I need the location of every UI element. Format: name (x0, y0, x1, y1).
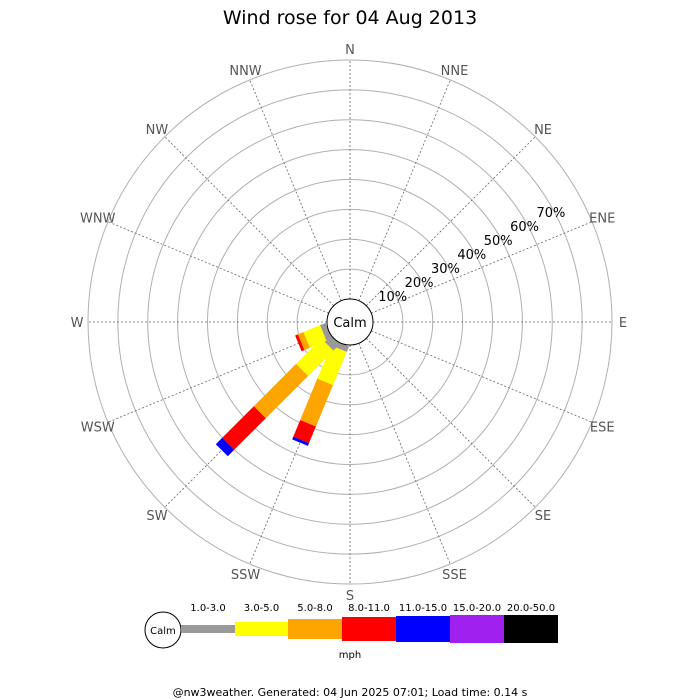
radial-tick-label: 40% (457, 248, 486, 263)
legend-swatch-11.0-15.0 (396, 616, 450, 642)
bar-segment-wsw-8.0-11.0 (295, 334, 305, 352)
direction-label-s: S (346, 589, 354, 604)
direction-label-nnw: NNW (229, 64, 261, 79)
calm-circle-shape (326, 298, 374, 346)
legend-label-8.0-11.0: 8.0-11.0 (348, 603, 390, 614)
bar-segment-sw-5.0-8.0 (253, 363, 309, 419)
legend-label-15.0-20.0: 15.0-20.0 (453, 603, 501, 614)
legend-label-3.0-5.0: 3.0-5.0 (244, 603, 279, 614)
radial-tick-label: 60% (510, 220, 539, 235)
legend-swatch-15.0-20.0 (450, 615, 504, 643)
direction-label-wsw: WSW (81, 420, 115, 435)
bar-segment-ssw-3.0-5.0 (317, 345, 347, 386)
radial-tick-label: 50% (484, 234, 513, 249)
radial-tick-labels: 10%20%30%40%50%60%70% (378, 206, 565, 305)
direction-label-nne: NNE (441, 64, 469, 79)
radial-tick-label: 10% (378, 290, 407, 305)
footer-credit: @nw3weather. Generated: 04 Jun 2025 07:0… (173, 686, 528, 699)
wind-bars (215, 322, 350, 457)
legend-swatch-5.0-8.0 (288, 619, 342, 639)
bar-segment-ssw-5.0-8.0 (300, 378, 333, 427)
direction-label-n: N (345, 43, 355, 58)
direction-label-sw: SW (146, 509, 167, 524)
bar-segment-sw-3.0-5.0 (296, 338, 334, 376)
direction-label-ene: ENE (589, 212, 615, 227)
bar-segment-wsw-1.0-3.0 (320, 322, 332, 341)
bar-segment-ssw-11.0-15.0 (292, 436, 309, 446)
legend-label-1.0-3.0: 1.0-3.0 (190, 603, 225, 614)
legend-calm-label: Calm (150, 626, 176, 637)
direction-label-sse: SSE (442, 568, 467, 583)
bar-wsw (295, 322, 332, 352)
bar-segment-wsw-3.0-5.0 (303, 325, 327, 348)
direction-label-se: SE (535, 509, 551, 524)
legend-swatch-1.0-3.0 (181, 625, 235, 633)
legend-swatch-8.0-11.0 (342, 617, 396, 641)
radial-tick-label: 30% (431, 262, 460, 277)
direction-label-w: W (71, 316, 84, 331)
direction-labels: N NNE NE ENE E ESE SE SSE S SSW SW WSW W WNW NW NNW (71, 43, 628, 604)
direction-label-ese: ESE (590, 420, 615, 435)
bar-segment-sw-8.0-11.0 (222, 406, 266, 450)
legend-swatch-3.0-5.0 (235, 622, 288, 636)
legend-label-20.0-50.0: 20.0-50.0 (507, 603, 555, 614)
calm-label: Calm (333, 316, 366, 331)
legend-swatch-20.0-50.0 (504, 615, 558, 643)
radial-ring (147, 119, 553, 525)
radial-ring (87, 59, 613, 585)
legend-label-11.0-15.0: 11.0-15.0 (399, 603, 447, 614)
speed-legend: Calm 1.0-3.0 3.0-5.0 5.0-8.0 8.0-11.0 11.0-15… (144, 603, 558, 661)
radial-ring (207, 179, 493, 465)
legend-units: mph (339, 650, 361, 661)
bar-ssw (292, 340, 350, 446)
direction-label-wnw: WNW (80, 212, 116, 227)
bar-segment-sw-11.0-15.0 (215, 437, 235, 457)
radial-tick-label: 20% (405, 276, 434, 291)
direction-label-ne: NE (534, 123, 552, 138)
radial-tick-label: 70% (537, 206, 566, 221)
legend-label-5.0-8.0: 5.0-8.0 (297, 603, 332, 614)
radial-ring (266, 238, 434, 406)
bar-segment-ssw-8.0-11.0 (293, 420, 316, 444)
calm-circle: Calm (326, 298, 374, 346)
bar-segment-wsw-5.0-8.0 (297, 332, 310, 351)
direction-label-e: E (619, 316, 627, 331)
direction-label-nw: NW (146, 123, 169, 138)
chart-title: Wind rose for 04 Aug 2013 (223, 7, 477, 29)
direction-label-ssw: SSW (231, 568, 261, 583)
